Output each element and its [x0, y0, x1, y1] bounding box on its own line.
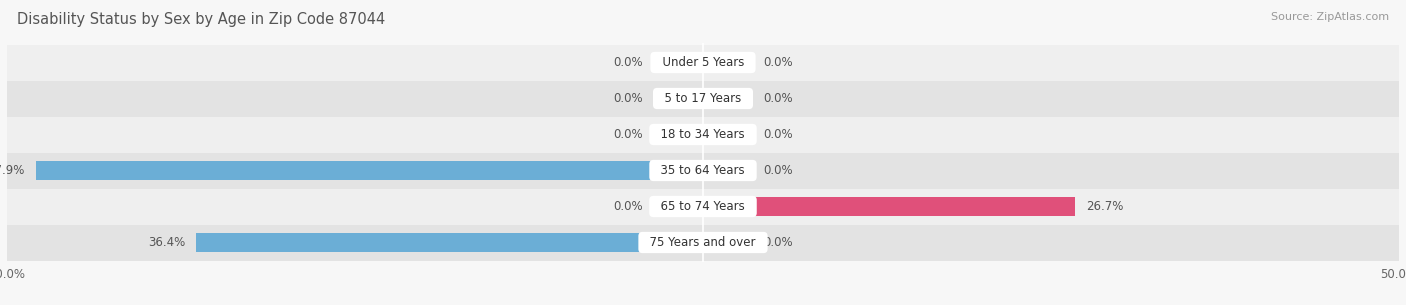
Text: 0.0%: 0.0% [613, 92, 643, 105]
Bar [197, 233, 703, 252]
Bar [7, 152, 1399, 188]
Text: 26.7%: 26.7% [1085, 200, 1123, 213]
Bar [703, 53, 752, 72]
Text: 47.9%: 47.9% [0, 164, 25, 177]
Text: 35 to 64 Years: 35 to 64 Years [654, 164, 752, 177]
Bar [703, 89, 752, 108]
Bar [7, 45, 1399, 81]
Text: 0.0%: 0.0% [763, 164, 793, 177]
Text: 18 to 34 Years: 18 to 34 Years [654, 128, 752, 141]
Bar [7, 81, 1399, 117]
Bar [654, 197, 703, 216]
Text: 0.0%: 0.0% [763, 236, 793, 249]
Text: 65 to 74 Years: 65 to 74 Years [654, 200, 752, 213]
Text: Disability Status by Sex by Age in Zip Code 87044: Disability Status by Sex by Age in Zip C… [17, 12, 385, 27]
Bar [7, 224, 1399, 260]
Text: 5 to 17 Years: 5 to 17 Years [657, 92, 749, 105]
Bar [654, 89, 703, 108]
Bar [7, 188, 1399, 224]
Text: 0.0%: 0.0% [763, 56, 793, 69]
Text: 36.4%: 36.4% [148, 236, 186, 249]
Text: 0.0%: 0.0% [613, 128, 643, 141]
Text: 0.0%: 0.0% [763, 128, 793, 141]
Bar [654, 53, 703, 72]
Bar [703, 233, 752, 252]
Bar [654, 125, 703, 144]
Text: Under 5 Years: Under 5 Years [655, 56, 751, 69]
Text: 0.0%: 0.0% [613, 200, 643, 213]
Text: 0.0%: 0.0% [613, 56, 643, 69]
Text: Source: ZipAtlas.com: Source: ZipAtlas.com [1271, 12, 1389, 22]
Text: 0.0%: 0.0% [763, 92, 793, 105]
Bar [37, 161, 703, 180]
Bar [703, 197, 1074, 216]
Legend: Male, Female: Male, Female [644, 300, 762, 305]
Text: 75 Years and over: 75 Years and over [643, 236, 763, 249]
Bar [703, 161, 752, 180]
Bar [7, 117, 1399, 152]
Bar [703, 125, 752, 144]
